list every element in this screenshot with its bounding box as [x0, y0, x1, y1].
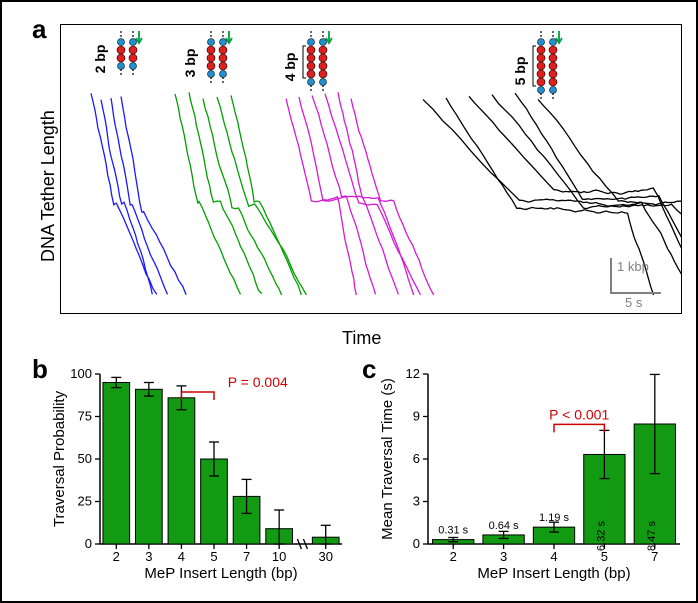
bp-label: 4 bp [282, 53, 298, 82]
panel-a: 2 bp 3 bp 4 bp 5 bp 1 kbp 5 s [60, 24, 682, 314]
bp-label: 2 bp [92, 45, 108, 74]
trace-3bp-2 [203, 99, 282, 295]
xtick-label: 3 [145, 549, 152, 564]
pvalue-text: P < 0.001 [549, 406, 609, 422]
value-label: 0.64 s [489, 520, 519, 532]
cartridge-5bp [533, 31, 562, 100]
trace-4bp-4 [338, 92, 414, 295]
panel-b: 0255075100Traversal Probability234571030… [70, 372, 340, 572]
trace-5bp-3 [492, 95, 681, 295]
xtick-label: 7 [243, 549, 250, 564]
xtick-label: 5 [210, 549, 217, 564]
panel-a-xlabel: Time [342, 328, 381, 349]
pvalue-text: P = 0.004 [228, 374, 288, 390]
ytick-label: 3 [413, 494, 420, 509]
panel-c: 036912Mean Traversal Time (s)20.31 s30.6… [400, 372, 680, 572]
cartridge-3bp [207, 31, 232, 84]
trace-5bp-2 [469, 96, 681, 294]
bp-label: 3 bp [182, 49, 198, 78]
xtick-label: 10 [272, 549, 286, 564]
trace-2bp-0 [91, 93, 157, 294]
panel-a-ylabel: DNA Tether Length [38, 110, 59, 262]
panel-a-svg: 2 bp 3 bp 4 bp 5 bp 1 kbp 5 s [61, 25, 681, 313]
pvalue-bracket [554, 424, 604, 432]
bp-label: 5 bp [512, 57, 528, 86]
bar-2 [103, 383, 130, 545]
panel-c-svg: 0 3 6 9 12 Mean Traversal Time (s) 2 0.31 s 3 0.6… [380, 362, 690, 592]
value-label: 0.31 s [438, 525, 468, 537]
value-label: 1.19 s [539, 512, 569, 524]
ytick-label: 0 [413, 536, 420, 551]
ytick-label: 6 [413, 451, 420, 466]
panel-b-svg: 0 25 50 75 100Traversal Probability 2 3 4 5 7 10 30… [50, 362, 350, 592]
trace-4bp-5 [351, 99, 434, 295]
scale-bar: 1 kbp 5 s [611, 258, 661, 310]
ytick-label: 50 [78, 451, 92, 466]
xtick-label: 30 [318, 549, 332, 564]
cartridge-4bp [303, 31, 332, 92]
ytick-label: 75 [78, 409, 92, 424]
panel-label-c: c [362, 354, 376, 385]
xtick-label: 2 [113, 549, 120, 564]
xlabel: MeP Insert Length (bp) [144, 565, 297, 582]
trace-4bp-3 [325, 94, 421, 295]
ytick-label: 100 [70, 366, 92, 381]
ytick-label: 9 [413, 409, 420, 424]
bar-3 [136, 389, 163, 544]
xtick-label: 2 [450, 549, 457, 564]
trace-2bp-3 [121, 96, 186, 294]
panel-label-b: b [32, 354, 48, 385]
trace-4bp-2 [312, 95, 398, 294]
xtick-label: 4 [550, 549, 557, 564]
ytick-label: 12 [406, 366, 420, 381]
trace-3bp-0 [175, 94, 241, 294]
xtick-label: 3 [500, 549, 507, 564]
cartridge-2bp [117, 31, 142, 76]
ytick-label: 25 [78, 494, 92, 509]
value-label: 8.47 s [646, 521, 658, 551]
figure-root: a DNA Tether Length 2 bp 3 bp 4 bp 5 bp 1 kb… [0, 0, 698, 603]
scale-y-label: 1 kbp [617, 259, 649, 274]
xtick-label: 4 [178, 549, 185, 564]
ylabel: Traversal Probability [51, 390, 68, 527]
xlabel: MeP Insert Length (bp) [477, 565, 630, 582]
value-label: 6.32 s [595, 521, 607, 551]
bar-4 [168, 398, 195, 544]
panel-label-a: a [32, 14, 46, 45]
scale-x-label: 5 s [625, 295, 643, 310]
ytick-label: 0 [85, 536, 92, 551]
ylabel: Mean Traversal Time (s) [380, 378, 396, 540]
